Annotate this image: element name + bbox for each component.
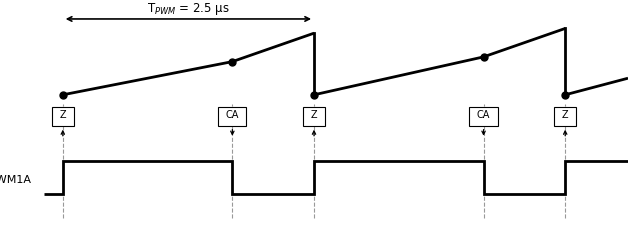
- Text: Z: Z: [311, 110, 317, 120]
- Text: CA: CA: [225, 110, 239, 120]
- Text: CA: CA: [477, 110, 490, 120]
- Bar: [51, 107, 74, 126]
- Bar: [219, 107, 246, 126]
- Bar: [555, 107, 577, 126]
- Text: Z: Z: [562, 110, 568, 120]
- Text: EPWM1A: EPWM1A: [0, 175, 31, 185]
- Bar: [303, 107, 325, 126]
- Text: Z: Z: [60, 110, 66, 120]
- Text: T$_{PWM}$ = 2.5 μs: T$_{PWM}$ = 2.5 μs: [147, 0, 230, 17]
- Bar: [470, 107, 498, 126]
